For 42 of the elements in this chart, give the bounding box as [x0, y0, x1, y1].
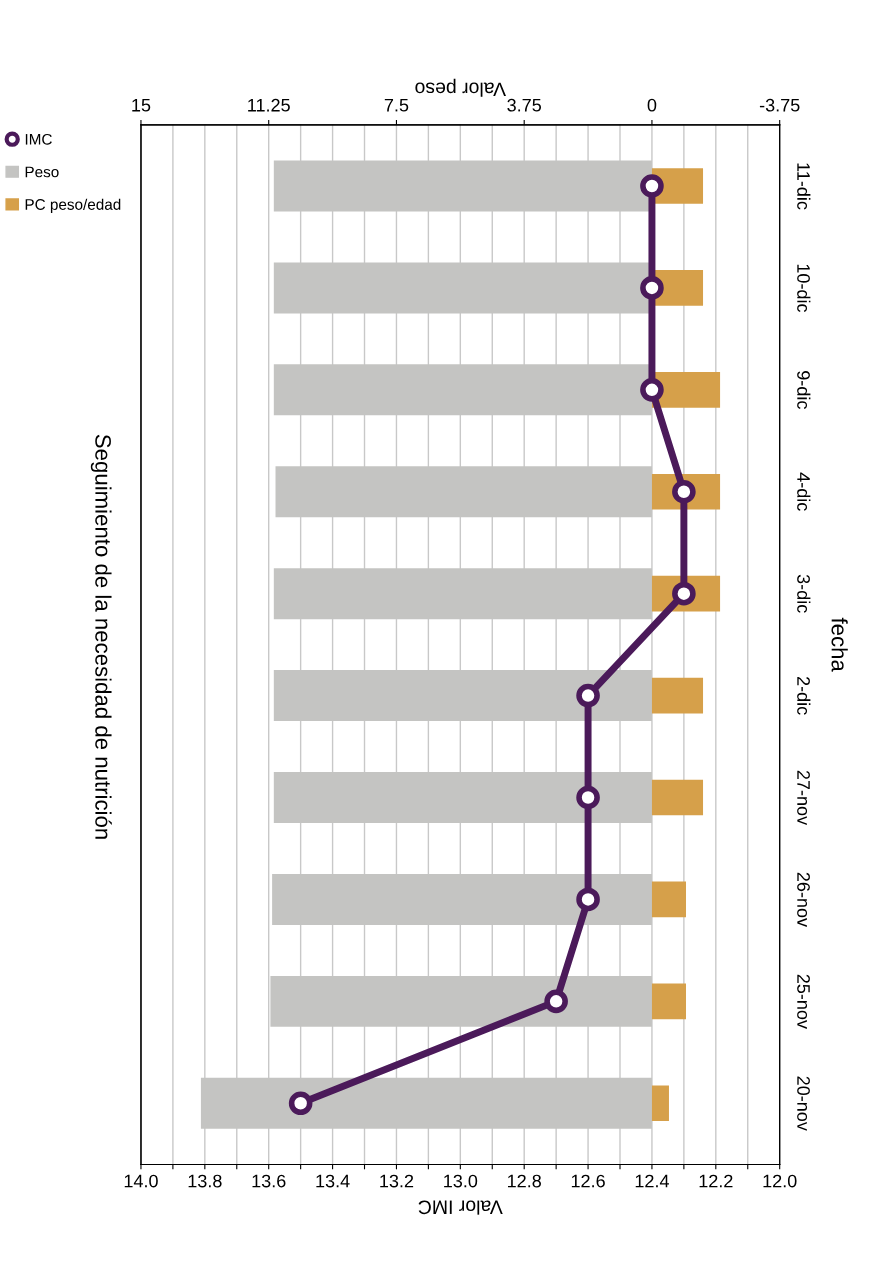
x2-tick-label: 0 [647, 98, 657, 112]
y-tick-label: 11-dic [797, 163, 811, 210]
point [640, 174, 664, 198]
legend-label: Peso [25, 166, 59, 178]
x2-tick-label: 15 [132, 98, 151, 112]
x2-tick-label: 7.5 [384, 98, 409, 112]
y-tick-label: 9-dic [797, 371, 811, 409]
x2-tick-label: -3.75 [759, 98, 800, 112]
y-tick-label: 27-nov [797, 770, 810, 826]
x-tick-label: 14.0 [124, 1174, 158, 1188]
x2-axis-title: Valor peso [415, 78, 506, 97]
x-tick-label: 13.2 [380, 1174, 414, 1188]
x-tick-label: 13.6 [252, 1174, 286, 1188]
legend-label: IMC [25, 133, 52, 145]
y-axis-title: fecha [831, 617, 848, 672]
x-tick-label: 12.6 [571, 1174, 605, 1188]
x-tick-label: 13.8 [188, 1174, 222, 1188]
point [544, 989, 568, 1014]
y-tick-label: 10-dic [797, 264, 811, 313]
x-tick-label: 12.0 [763, 1174, 797, 1188]
y-tick-label: 20-nov [797, 1076, 810, 1131]
point [640, 276, 664, 300]
point [576, 785, 600, 810]
x-tick-label: 12.4 [635, 1174, 669, 1188]
text: Seguimiento de la necesidad de nutrición [90, 434, 112, 839]
point [288, 1091, 313, 1116]
x-tick-label: 13.0 [444, 1174, 478, 1188]
y-tick-label: 2-dic [797, 676, 811, 715]
x-axis-title: Valor IMC [418, 1200, 503, 1215]
y-tick-label: 4-dic [797, 472, 811, 511]
x2-tick-label: 11.25 [248, 98, 290, 112]
x-tick-label: 12.2 [699, 1174, 733, 1188]
point [576, 887, 600, 912]
legend-label: PC peso/edad [25, 198, 121, 213]
x2-tick-label: 3.75 [507, 98, 542, 112]
point [640, 378, 664, 402]
y-tick-label: 25-nov [797, 974, 810, 1029]
point [576, 683, 600, 708]
y-tick-label: 3-dic [797, 574, 811, 613]
y-tick-label: 26-nov [797, 872, 810, 927]
x-tick-label: 12.8 [508, 1174, 541, 1188]
x-tick-label: 13.4 [316, 1174, 350, 1188]
